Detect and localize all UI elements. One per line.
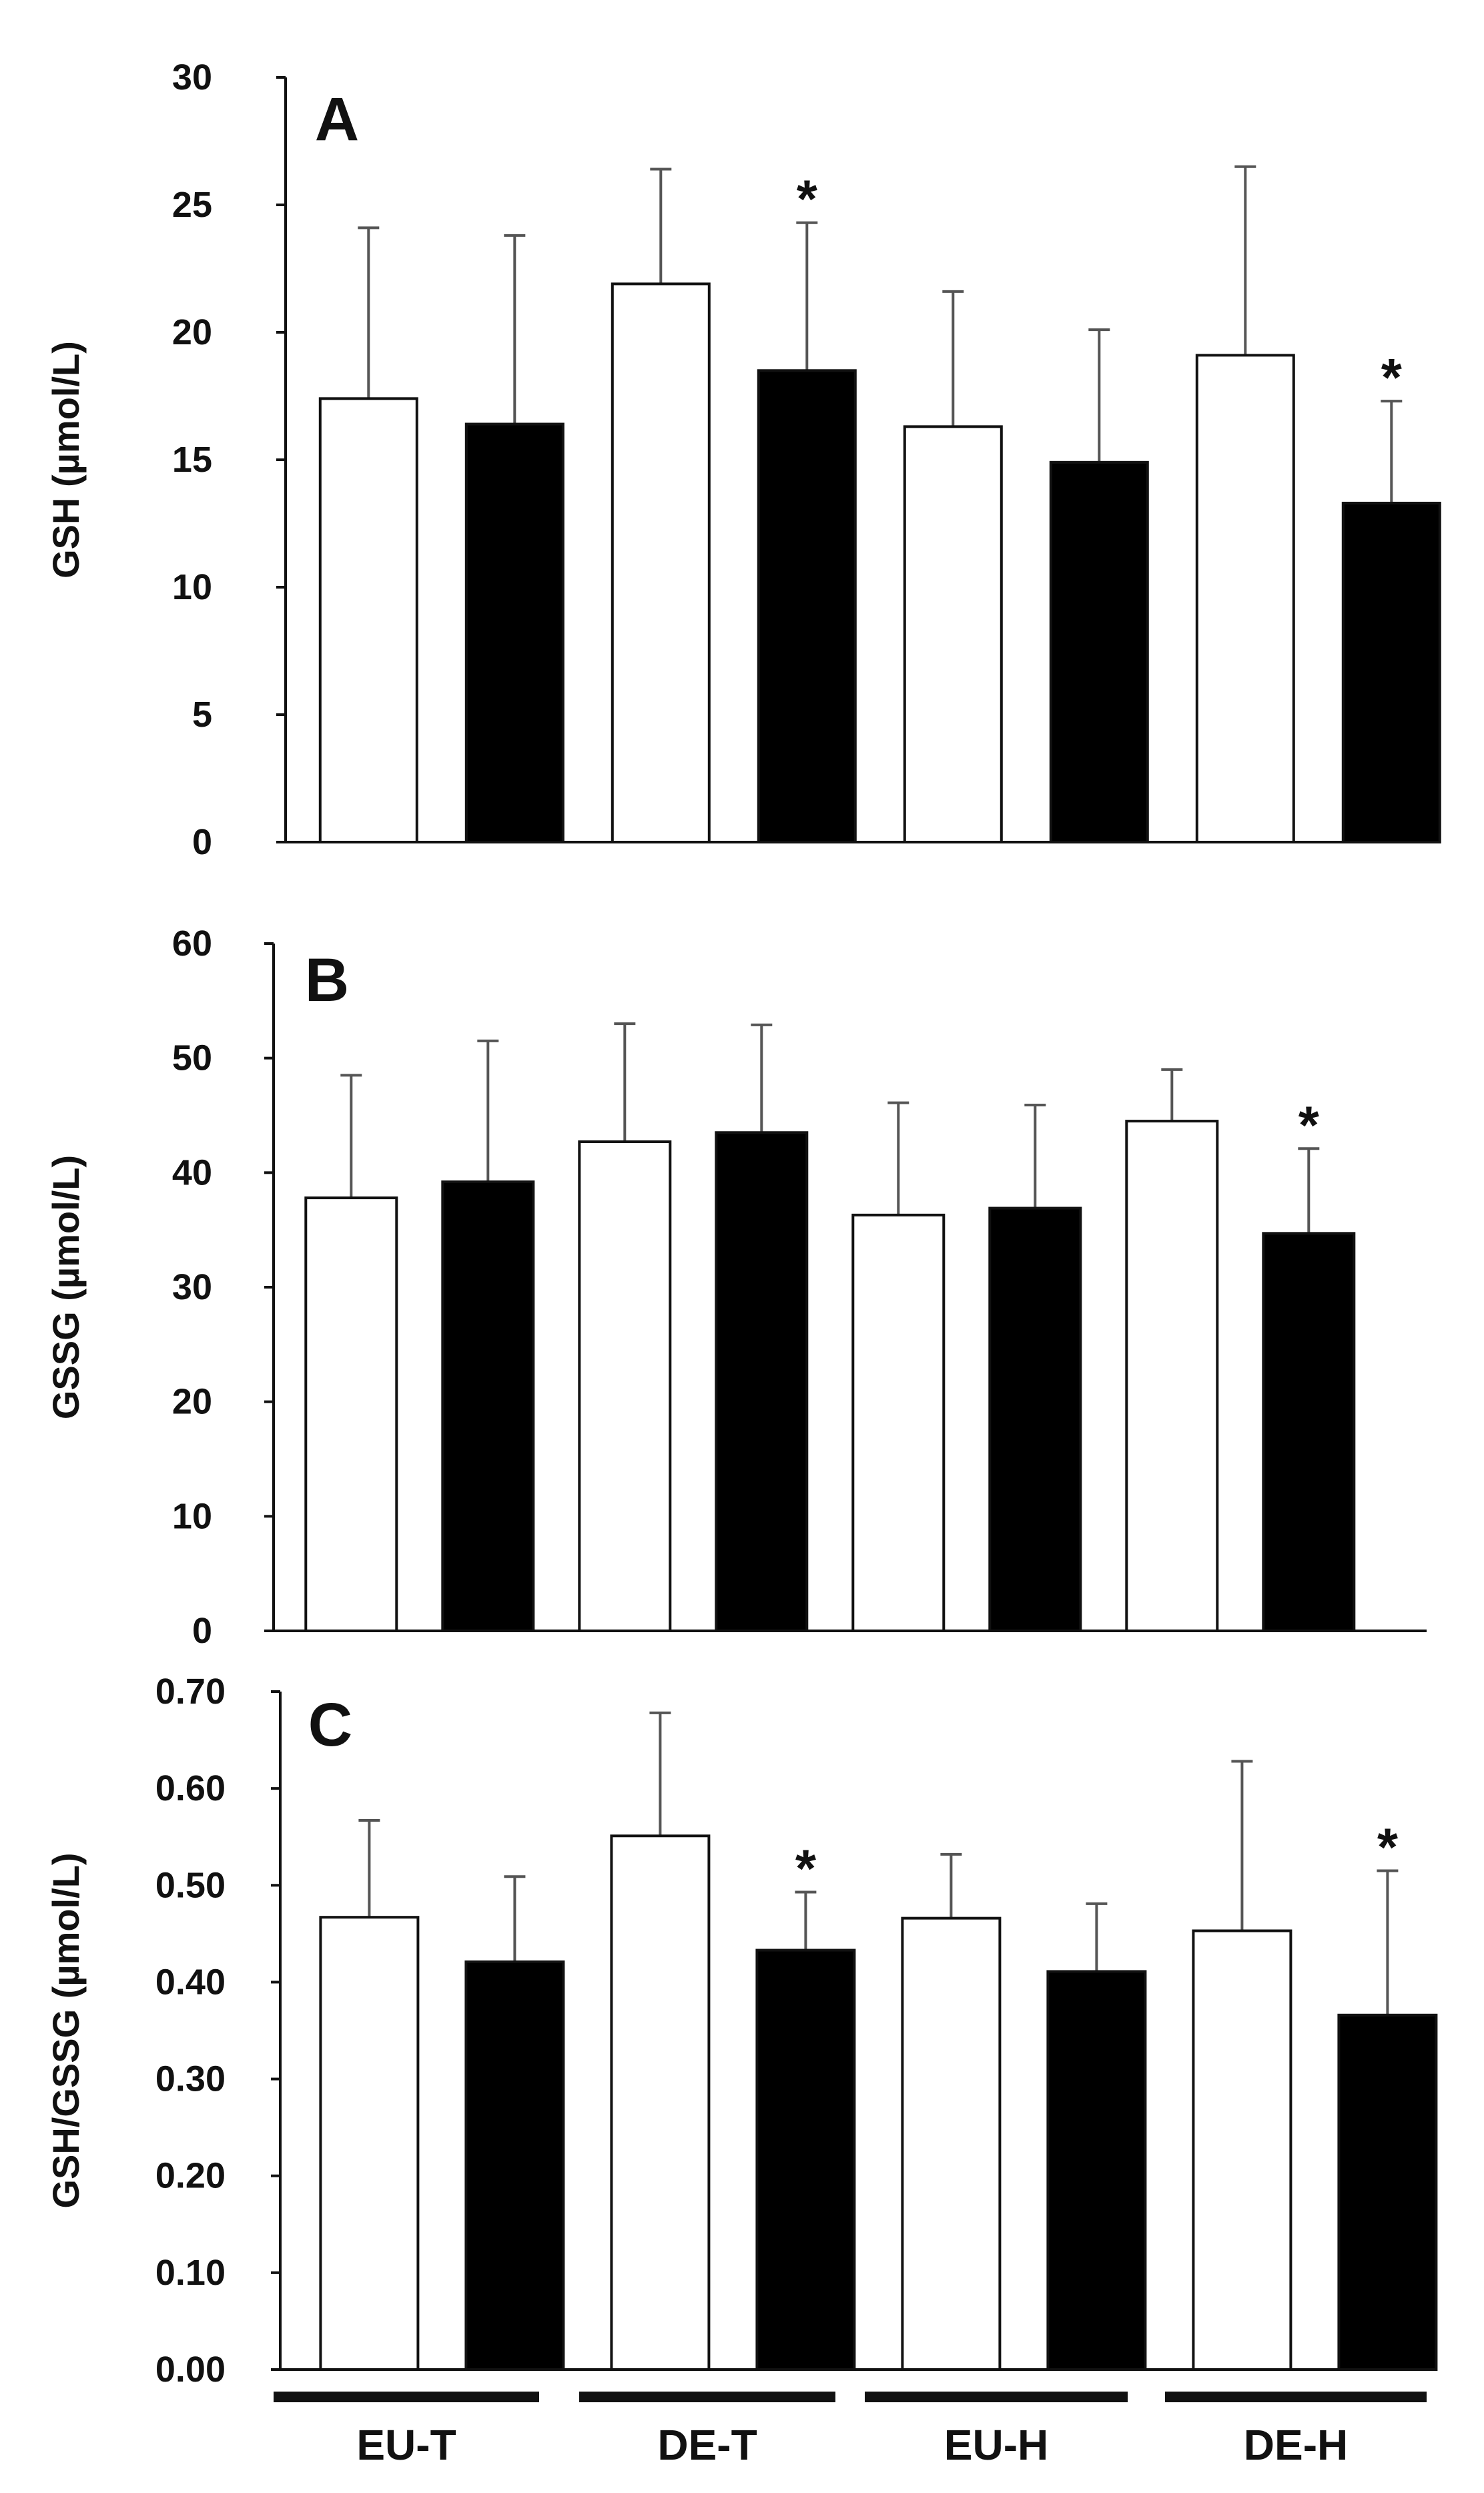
y-tick-label: 20 <box>172 312 212 352</box>
y-tick-label: 60 <box>172 924 212 964</box>
significance-marker: * <box>797 169 818 229</box>
y-tick-label: 0 <box>192 822 212 862</box>
significance-marker: * <box>795 1838 817 1898</box>
bar-eu-t-black <box>464 1960 565 2371</box>
bar-eu-h-black <box>1046 1970 1147 2372</box>
bar-eu-t-black <box>464 422 565 843</box>
panel-label: A <box>315 85 359 153</box>
bar-eu-h-white <box>901 1916 1002 2371</box>
bar-eu-h-black <box>988 1206 1082 1633</box>
y-tick-label: 0.50 <box>155 1865 226 1905</box>
bar-de-t-white <box>610 1834 711 2372</box>
y-tick-label: 0.00 <box>155 2350 226 2390</box>
significance-marker: * <box>1381 348 1403 407</box>
panel-label: B <box>305 946 349 1014</box>
bar-eu-t-white <box>304 1196 398 1632</box>
group-label-eu-h: EU-H <box>944 2421 1048 2469</box>
bar-de-t-black <box>715 1131 809 1632</box>
bar-eu-h-white <box>851 1213 946 1632</box>
bar-eu-t-black <box>441 1180 535 1632</box>
bar-de-h-white <box>1125 1120 1219 1633</box>
bar-de-h-black <box>1262 1232 1356 1632</box>
y-tick-label: 10 <box>172 567 212 607</box>
group-label-eu-t: EU-T <box>356 2421 456 2469</box>
bar-eu-h-white <box>903 425 1003 843</box>
y-tick-label: 0 <box>192 1611 212 1651</box>
y-tick-label: 30 <box>172 1267 212 1307</box>
bar-de-t-black <box>757 369 857 843</box>
bar-de-h-white <box>1195 354 1295 843</box>
bar-de-t-white <box>578 1140 672 1632</box>
y-tick-label: 0.70 <box>155 1672 226 1712</box>
y-tick-label: 0.40 <box>155 1962 226 2002</box>
y-tick-label: 15 <box>172 440 212 480</box>
significance-marker: * <box>1298 1095 1320 1154</box>
bar-eu-t-white <box>318 397 418 843</box>
y-axis-label: GSH/GSSG (µmol/L) <box>45 1852 87 2208</box>
bar-de-h-black <box>1341 501 1441 843</box>
y-tick-label: 0.30 <box>155 2059 226 2099</box>
y-tick-label: 0.60 <box>155 1768 226 1808</box>
group-label-de-t: DE-T <box>657 2421 757 2469</box>
y-tick-label: 20 <box>172 1382 212 1422</box>
panel-label: C <box>308 1691 352 1759</box>
y-tick-label: 0.20 <box>155 2156 226 2196</box>
bar-de-h-black <box>1337 2013 1438 2371</box>
y-tick-label: 50 <box>172 1038 212 1078</box>
chart-panels: 0 5 10 15 20 25 30 GSH (µmol/L) A * * 0 10 20 30 40 50 60… <box>45 57 1441 2390</box>
y-tick-label: 30 <box>172 57 212 97</box>
bar-de-h-white <box>1192 1929 1292 2372</box>
y-tick-label: 40 <box>172 1152 212 1192</box>
significance-marker: * <box>1377 1818 1399 1877</box>
y-tick-label: 5 <box>192 695 212 735</box>
y-tick-label: 25 <box>172 185 212 225</box>
bar-eu-t-white <box>319 1916 420 2371</box>
y-axis-label: GSH (µmol/L) <box>45 341 87 579</box>
y-tick-label: 10 <box>172 1496 212 1536</box>
bar-eu-h-black <box>1049 460 1149 843</box>
panel-b: 0 10 20 30 40 50 60 GSSG (µmol/L) B * <box>45 924 1427 1651</box>
y-axis-label: GSSG (µmol/L) <box>45 1155 87 1419</box>
panel-c: 0.00 0.10 0.20 0.30 0.40 0.50 0.60 0.70 GSH/GSSG… <box>45 1672 1438 2390</box>
panel-a: 0 5 10 15 20 25 30 GSH (µmol/L) A * * <box>45 57 1441 862</box>
bar-de-t-white <box>611 282 711 844</box>
y-tick-label: 0.10 <box>155 2253 226 2293</box>
group-label-de-h: DE-H <box>1244 2421 1348 2469</box>
bar-de-t-black <box>755 1948 856 2372</box>
group-axis: EU-T DE-T EU-H DE-H <box>274 2392 1427 2469</box>
